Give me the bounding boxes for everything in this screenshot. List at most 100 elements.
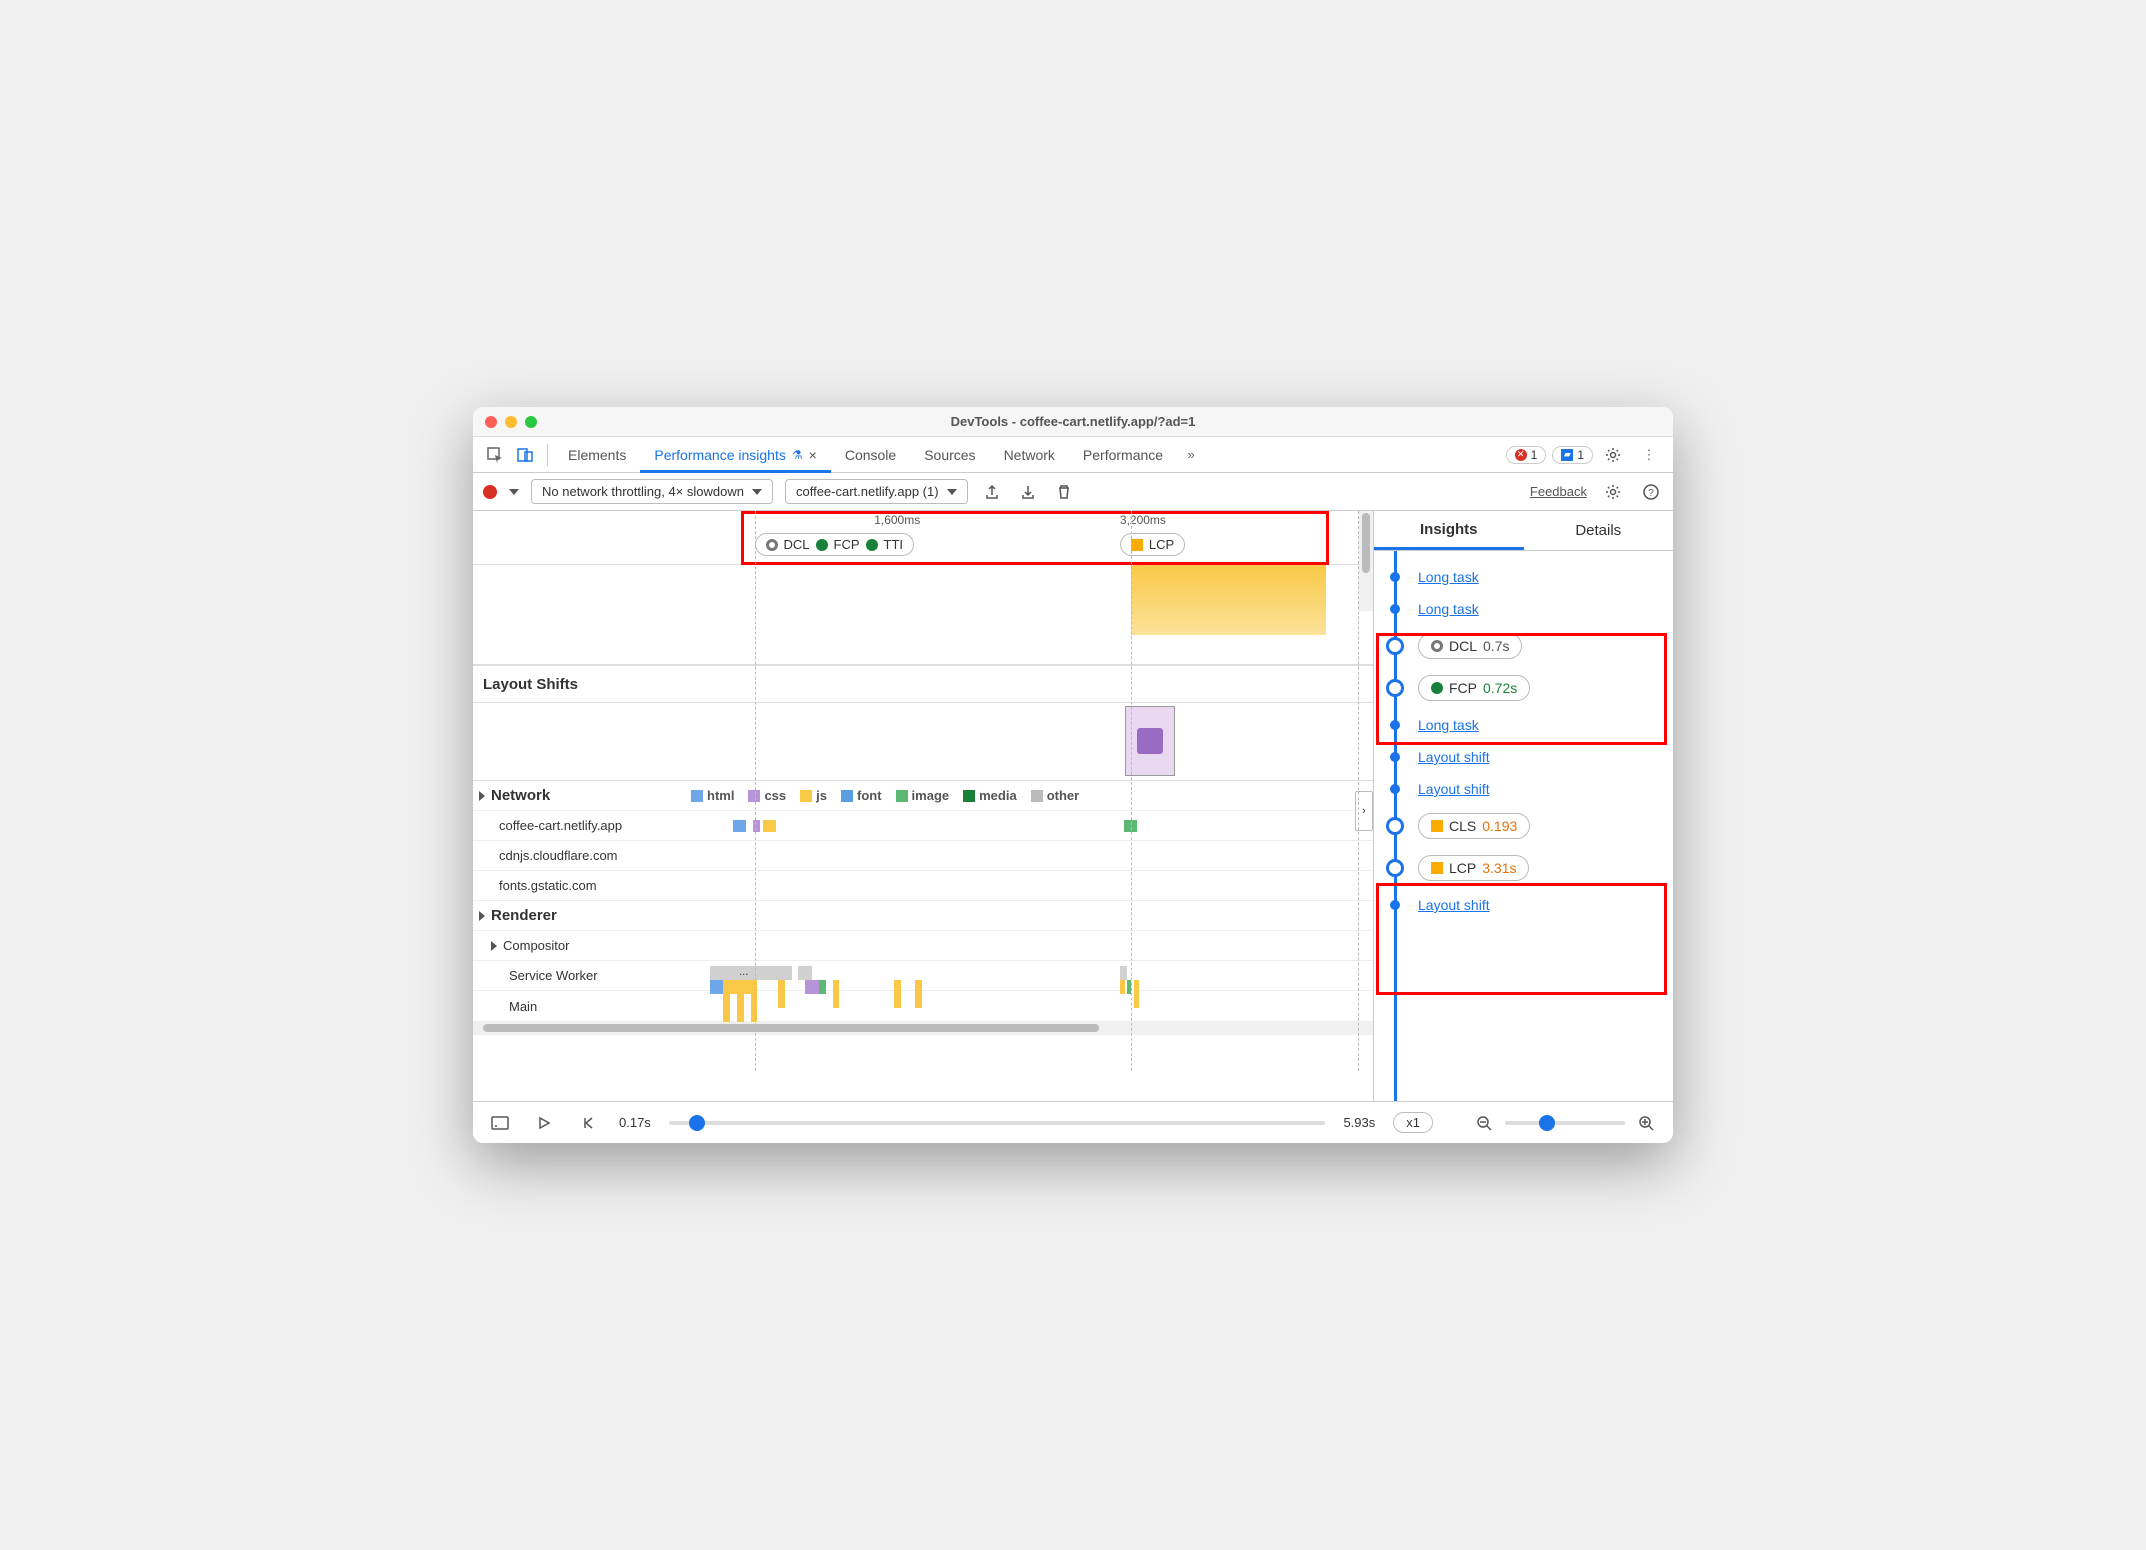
settings-icon[interactable] <box>1599 441 1627 469</box>
insight-item[interactable]: LCP3.31s <box>1380 847 1667 889</box>
flame-block[interactable] <box>1120 980 1125 994</box>
network-host-row[interactable]: cdnjs.cloudflare.com <box>473 841 1373 871</box>
throttle-dropdown[interactable]: No network throttling, 4× slowdown <box>531 479 773 504</box>
network-request-bar[interactable] <box>733 820 746 832</box>
playback-speed[interactable]: x1 <box>1393 1112 1433 1133</box>
zoom-in-icon[interactable] <box>1633 1110 1659 1136</box>
insight-item[interactable]: CLS0.193 <box>1380 805 1667 847</box>
tab-performance-insights[interactable]: Performance insights⚗× <box>640 437 830 473</box>
slider-thumb[interactable] <box>689 1115 705 1131</box>
close-window-button[interactable] <box>485 416 497 428</box>
legend-swatch <box>896 790 908 802</box>
flame-block[interactable] <box>723 994 730 1022</box>
flame-block[interactable] <box>1134 980 1139 1008</box>
info-count: 1 <box>1577 448 1584 462</box>
legend-label: font <box>857 788 882 803</box>
feedback-link[interactable]: Feedback <box>1530 484 1587 499</box>
timeline-marker-pill[interactable]: DCLFCPTTI <box>755 533 915 556</box>
zoom-out-icon[interactable] <box>1471 1110 1497 1136</box>
tab-console[interactable]: Console <box>831 437 910 473</box>
zoom-slider[interactable] <box>1505 1121 1625 1125</box>
page-select-dropdown[interactable]: coffee-cart.netlify.app (1) <box>785 479 968 504</box>
expand-icon <box>479 911 485 921</box>
flame-block[interactable] <box>915 980 922 1008</box>
metric-pill[interactable]: FCP0.72s <box>1418 675 1530 701</box>
vertical-scrollbar[interactable] <box>1359 511 1373 611</box>
insight-link[interactable]: Long task <box>1418 569 1479 585</box>
network-heading-row[interactable]: Network htmlcssjsfontimagemediaother <box>473 781 1373 811</box>
layout-shift-lane <box>473 703 1373 781</box>
time-slider[interactable] <box>669 1121 1326 1125</box>
insight-item[interactable]: DCL0.7s <box>1380 625 1667 667</box>
flame-block[interactable] <box>778 966 792 980</box>
scrollbar-thumb[interactable] <box>1362 513 1370 573</box>
insight-item[interactable]: Layout shift <box>1380 741 1667 773</box>
maximize-window-button[interactable] <box>525 416 537 428</box>
tab-performance[interactable]: Performance <box>1069 437 1177 473</box>
error-badge[interactable]: ✕ 1 <box>1506 446 1547 464</box>
insight-item[interactable]: Long task <box>1380 561 1667 593</box>
more-tabs-icon[interactable]: » <box>1177 441 1205 469</box>
metric-pill[interactable]: LCP3.31s <box>1418 855 1529 881</box>
timeline-marker-pill[interactable]: LCP <box>1120 533 1185 556</box>
play-icon[interactable] <box>531 1110 557 1136</box>
inspect-icon[interactable] <box>481 441 509 469</box>
time-tick: 3,200ms <box>1120 513 1166 527</box>
import-icon[interactable] <box>1016 480 1040 504</box>
insight-item[interactable]: Layout shift <box>1380 889 1667 921</box>
legend-item-other: other <box>1031 788 1080 803</box>
tab-network[interactable]: Network <box>990 437 1069 473</box>
flame-block[interactable] <box>710 980 724 994</box>
tab-sources[interactable]: Sources <box>910 437 989 473</box>
flame-block[interactable] <box>805 980 819 994</box>
flame-block[interactable] <box>819 980 826 994</box>
device-toggle-icon[interactable] <box>511 441 539 469</box>
renderer-heading-row[interactable]: Renderer <box>473 901 1373 931</box>
insight-link[interactable]: Long task <box>1418 601 1479 617</box>
flame-block[interactable] <box>778 980 785 1008</box>
record-menu-caret[interactable] <box>509 489 519 495</box>
more-menu-icon[interactable]: ⋮ <box>1635 441 1663 469</box>
insight-item[interactable]: Long task <box>1380 593 1667 625</box>
main-thread-row[interactable]: Main ... <box>473 991 1373 1021</box>
record-button[interactable] <box>483 485 497 499</box>
flame-block[interactable] <box>1120 966 1127 980</box>
info-badge[interactable]: ▰ 1 <box>1552 446 1593 464</box>
flame-block[interactable] <box>1127 980 1131 994</box>
tab-details[interactable]: Details <box>1524 511 1674 550</box>
delete-icon[interactable] <box>1052 480 1076 504</box>
tab-insights[interactable]: Insights <box>1374 511 1524 550</box>
preview-icon[interactable] <box>487 1110 513 1136</box>
export-icon[interactable] <box>980 480 1004 504</box>
insight-link[interactable]: Layout shift <box>1418 781 1490 797</box>
insight-link[interactable]: Layout shift <box>1418 897 1490 913</box>
flame-block[interactable] <box>723 980 744 994</box>
flame-block[interactable] <box>737 994 744 1022</box>
flame-block[interactable] <box>894 980 901 1008</box>
insight-item[interactable]: Layout shift <box>1380 773 1667 805</box>
metric-pill[interactable]: CLS0.193 <box>1418 813 1530 839</box>
layout-shift-thumbnail[interactable] <box>1125 706 1175 776</box>
close-tab-icon[interactable]: × <box>809 447 817 463</box>
flame-block[interactable] <box>798 966 812 980</box>
timeline-ring-icon <box>1386 817 1404 835</box>
lcp-marker-icon <box>1131 539 1143 551</box>
insight-link[interactable]: Long task <box>1418 717 1479 733</box>
insight-item[interactable]: FCP0.72s <box>1380 667 1667 709</box>
flame-block[interactable] <box>833 980 840 1008</box>
network-request-bar[interactable] <box>763 820 776 832</box>
minimize-window-button[interactable] <box>505 416 517 428</box>
tab-elements[interactable]: Elements <box>554 437 640 473</box>
flame-block[interactable]: ... <box>710 966 778 980</box>
zoom-thumb[interactable] <box>1539 1115 1555 1131</box>
network-host-row[interactable]: coffee-cart.netlify.app <box>473 811 1373 841</box>
skip-back-icon[interactable] <box>575 1110 601 1136</box>
insight-link[interactable]: Layout shift <box>1418 749 1490 765</box>
network-host-row[interactable]: fonts.gstatic.com <box>473 871 1373 901</box>
compositor-row[interactable]: Compositor <box>473 931 1373 961</box>
toolbar: No network throttling, 4× slowdown coffe… <box>473 473 1673 511</box>
metric-pill[interactable]: DCL0.7s <box>1418 633 1522 659</box>
panel-settings-icon[interactable] <box>1601 480 1625 504</box>
help-icon[interactable]: ? <box>1639 480 1663 504</box>
insight-item[interactable]: Long task <box>1380 709 1667 741</box>
